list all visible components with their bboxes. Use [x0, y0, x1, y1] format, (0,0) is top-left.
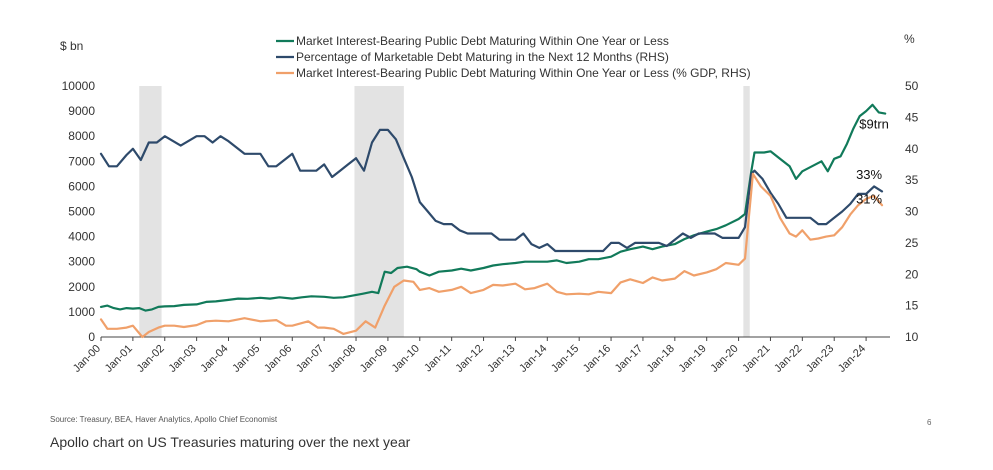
left-tick-label: 5000 [68, 205, 95, 219]
left-tick-label: 0 [88, 330, 95, 344]
legend-label-1: Percentage of Marketable Debt Maturing i… [296, 50, 669, 64]
left-tick-label: 4000 [68, 230, 95, 244]
x-tick-label: Jan-23 [804, 343, 836, 375]
x-tick-label: Jan-02 [135, 343, 167, 375]
left-tick-label: 2000 [68, 280, 95, 294]
x-tick-label: Jan-21 [740, 343, 772, 375]
left-tick-label: 8000 [68, 129, 95, 143]
annotation-0: $9trn [859, 117, 889, 132]
left-tick-label: 9000 [68, 104, 95, 118]
series-line-2 [99, 172, 884, 339]
series-line-1 [99, 128, 884, 253]
x-tick-label: Jan-22 [772, 343, 804, 375]
x-tick-label: Jan-09 [358, 343, 390, 375]
legend-label-2: Market Interest-Bearing Public Debt Matu… [296, 66, 751, 80]
right-tick-label: 25 [905, 236, 919, 250]
right-axis: 10 15 20 25 30 35 40 45 50 [905, 79, 919, 344]
right-tick-label: 20 [905, 267, 919, 281]
annotation-2: 31% [856, 191, 882, 206]
x-tick-label: Jan-07 [294, 343, 326, 375]
right-tick-label: 10 [905, 330, 919, 344]
x-tick-label: Jan-01 [103, 343, 135, 375]
x-tick-label: Jan-06 [262, 343, 294, 375]
right-tick-label: 50 [905, 79, 919, 93]
chart-caption: Apollo chart on US Treasuries maturing o… [50, 434, 411, 450]
x-tick-label: Jan-04 [198, 343, 230, 375]
legend: Market Interest-Bearing Public Debt Matu… [276, 34, 751, 80]
recession-shading [139, 86, 750, 337]
annotation-1: 33% [856, 167, 882, 182]
x-tick-label: Jan-17 [613, 343, 645, 375]
x-tick-label: Jan-10 [390, 343, 422, 375]
x-tick-label: Jan-08 [326, 343, 358, 375]
x-tick-label: Jan-12 [453, 343, 485, 375]
x-tick-label: Jan-11 [422, 343, 454, 375]
left-axis: 0 1000 2000 3000 4000 5000 6000 7000 8000 9000 100… [62, 79, 96, 344]
series-lines [99, 103, 887, 339]
x-tick-label: Jan-18 [645, 343, 677, 375]
right-tick-label: 45 [905, 110, 919, 124]
left-tick-label: 6000 [68, 179, 95, 193]
x-tick-label: Jan-20 [708, 343, 740, 375]
series-line-0 [99, 103, 887, 312]
left-tick-label: 3000 [68, 255, 95, 269]
x-tick-label: Jan-03 [166, 343, 198, 375]
page-number: 6 [927, 418, 932, 427]
x-tick-label: Jan-19 [677, 343, 709, 375]
right-tick-label: 15 [905, 299, 919, 313]
left-tick-label: 7000 [68, 154, 95, 168]
x-tick-label: Jan-13 [485, 343, 517, 375]
legend-label-0: Market Interest-Bearing Public Debt Matu… [296, 34, 669, 48]
x-tick-label: Jan-00 [71, 343, 103, 375]
recession-band-1 [354, 86, 404, 337]
x-tick-label: Jan-05 [230, 343, 262, 375]
left-tick-label: 10000 [62, 79, 96, 93]
left-axis-unit: $ bn [60, 39, 83, 53]
left-tick-label: 1000 [68, 305, 95, 319]
right-axis-unit: % [904, 32, 915, 46]
source-note: Source: Treasury, BEA, Haver Analytics, … [50, 415, 278, 424]
x-tick-label: Jan-16 [581, 343, 613, 375]
right-tick-label: 35 [905, 173, 919, 187]
annotations: $9trn 33% 31% [856, 117, 889, 207]
x-tick-label: Jan-14 [517, 343, 549, 375]
x-tick-label: Jan-24 [836, 343, 868, 375]
right-tick-label: 30 [905, 205, 919, 219]
x-axis: Jan-00 Jan-01 Jan-02 Jan-03 Jan-04 Jan-05 Jan-… [71, 336, 890, 375]
x-tick-label: Jan-15 [549, 343, 581, 375]
right-tick-label: 40 [905, 142, 919, 156]
recession-band-0 [139, 86, 162, 337]
